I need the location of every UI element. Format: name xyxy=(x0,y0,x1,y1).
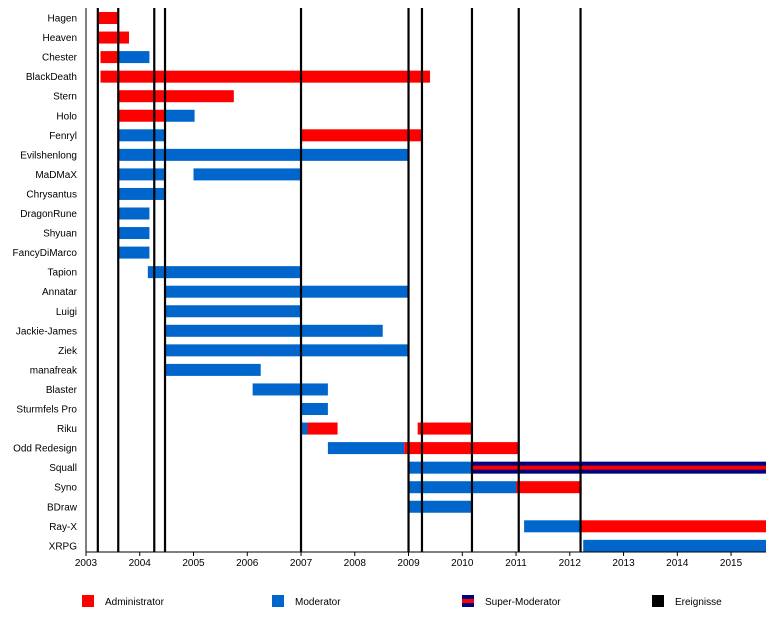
x-axis: 2003 2004 2005 2006 2007 2008 2009 2010 2011 2012… xyxy=(75,8,766,569)
row-label: Syno xyxy=(54,483,77,494)
bar-administrator xyxy=(516,481,582,494)
x-tick-label: 2009 xyxy=(397,558,420,569)
row-label: Squall xyxy=(49,463,77,474)
bar-moderator xyxy=(252,383,328,396)
bar-moderator xyxy=(583,539,766,552)
bars-group xyxy=(97,12,766,552)
bar-moderator xyxy=(524,520,581,533)
x-tick-label: 2003 xyxy=(75,558,98,569)
bar-administrator xyxy=(118,90,234,103)
legend: Administrator Moderator Super-Moderator Ere… xyxy=(82,595,722,608)
row-label: Holo xyxy=(56,111,77,122)
x-tick-label: 2005 xyxy=(182,558,205,569)
row-label: Jackie-James xyxy=(16,326,77,337)
bar-administrator xyxy=(118,109,166,122)
bar-moderator xyxy=(301,403,328,415)
row-label: Evilshenlong xyxy=(20,150,77,161)
bar-administrator xyxy=(100,70,431,83)
row-label: Odd Redesign xyxy=(13,444,77,455)
bar-moderator xyxy=(165,285,409,298)
x-tick-label: 2008 xyxy=(344,558,367,569)
events-group xyxy=(96,8,582,552)
row-label: Shyuan xyxy=(43,229,77,240)
bar-administrator xyxy=(580,520,766,533)
bar-administrator xyxy=(301,129,422,142)
legend-label: Administrator xyxy=(105,597,165,608)
row-label: Annatar xyxy=(42,287,78,298)
bar-administrator xyxy=(404,442,519,455)
bar-administrator xyxy=(417,422,472,435)
bar-moderator xyxy=(118,148,409,161)
row-label: Luigi xyxy=(56,307,77,318)
row-label: BlackDeath xyxy=(26,72,77,83)
x-tick-label: 2015 xyxy=(720,558,743,569)
x-tick-label: 2010 xyxy=(451,558,474,569)
bar-administrator xyxy=(97,12,119,24)
bar-moderator xyxy=(327,442,405,455)
legend-label: Moderator xyxy=(295,597,341,608)
row-label: manafreak xyxy=(30,365,78,376)
bar-moderator xyxy=(165,363,261,376)
row-labels: Hagen Heaven Chester BlackDeath Stern Holo Fen… xyxy=(13,14,78,553)
x-tick-label: 2004 xyxy=(129,558,152,569)
bar-moderator xyxy=(408,461,472,474)
bar-moderator xyxy=(165,344,409,357)
bar-moderator xyxy=(118,227,150,240)
x-tick-label: 2012 xyxy=(559,558,582,569)
x-tick-label: 2007 xyxy=(290,558,313,569)
row-label: DragonRune xyxy=(20,209,77,220)
row-label: Stern xyxy=(53,92,77,103)
bar-moderator xyxy=(165,109,195,122)
bar-moderator xyxy=(118,207,150,220)
row-label: Blaster xyxy=(46,385,78,396)
row-label: Tapion xyxy=(48,268,77,279)
row-label: Hagen xyxy=(48,14,77,25)
bar-administrator xyxy=(307,422,338,435)
row-label: Fenryl xyxy=(49,131,77,142)
bar-administrator xyxy=(100,51,119,64)
bar-moderator xyxy=(118,187,166,200)
legend-label: Super-Moderator xyxy=(485,597,561,608)
legend-swatch-super-moderator-stripe xyxy=(462,599,474,603)
bar-moderator xyxy=(165,305,302,318)
bar-moderator xyxy=(193,168,302,181)
bar-moderator xyxy=(118,51,150,64)
legend-label: Ereignisse xyxy=(675,597,722,608)
bar-administrator xyxy=(97,31,130,44)
row-label: MaDMaX xyxy=(35,170,77,181)
row-label: Riku xyxy=(57,424,77,435)
bar-moderator xyxy=(118,129,166,142)
bar-moderator xyxy=(408,500,472,513)
bar-moderator xyxy=(118,246,150,259)
bar-moderator xyxy=(165,324,383,337)
row-label: Heaven xyxy=(43,33,77,44)
bar-moderator xyxy=(118,168,166,181)
x-tick-label: 2014 xyxy=(666,558,689,569)
row-label: XRPG xyxy=(49,541,78,552)
row-label: Sturmfels Pro xyxy=(16,405,77,416)
bar-moderator xyxy=(408,481,517,494)
row-label: FancyDiMarco xyxy=(13,248,78,259)
row-label: Ray-X xyxy=(49,522,77,533)
bar-moderator xyxy=(301,422,308,435)
row-label: Ziek xyxy=(58,346,78,357)
row-label: Chrysantus xyxy=(26,189,77,200)
bar-moderator xyxy=(147,266,302,279)
x-tick-label: 2006 xyxy=(236,558,259,569)
row-label: Chester xyxy=(42,53,78,64)
row-label: BDraw xyxy=(47,502,78,513)
bar-super-moderator-stripe xyxy=(471,465,766,470)
x-tick-label: 2011 xyxy=(505,558,527,569)
legend-swatch-event xyxy=(652,595,664,607)
legend-swatch-admin xyxy=(82,595,94,607)
x-tick-label: 2013 xyxy=(612,558,635,569)
legend-swatch-mod xyxy=(272,595,284,607)
